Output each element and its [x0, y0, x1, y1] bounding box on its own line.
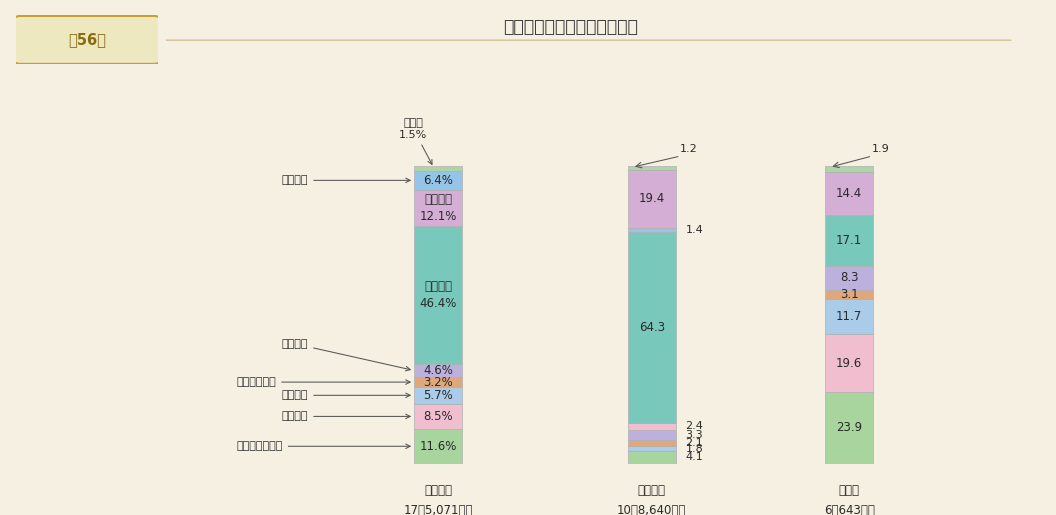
Text: 3.1: 3.1	[840, 288, 859, 301]
Text: 2.1: 2.1	[685, 438, 703, 448]
Text: 64.3: 64.3	[639, 321, 665, 334]
Text: 23.9: 23.9	[836, 421, 863, 435]
Bar	[826, 266, 873, 290]
Text: 4.6%: 4.6%	[423, 364, 453, 377]
Text: 衛生関係: 衛生関係	[282, 390, 410, 400]
Text: 1.9: 1.9	[871, 145, 889, 154]
Text: 11.7: 11.7	[836, 311, 863, 323]
Text: 職員給の部門別構成比の状況: 職員給の部門別構成比の状況	[503, 18, 638, 36]
Bar	[826, 215, 873, 266]
Text: 8.3: 8.3	[840, 271, 859, 284]
Bar	[414, 429, 461, 464]
Text: 19.4: 19.4	[639, 192, 665, 205]
Bar	[414, 377, 461, 387]
Text: 3.3: 3.3	[685, 430, 703, 440]
Text: 警察関係
12.1%: 警察関係 12.1%	[419, 193, 456, 223]
Bar	[414, 226, 461, 364]
Bar	[414, 171, 461, 190]
Bar	[414, 364, 461, 377]
Text: 教育関係
46.4%: 教育関係 46.4%	[419, 280, 456, 310]
Bar	[826, 172, 873, 215]
Text: 6.4%: 6.4%	[423, 174, 453, 187]
Bar	[826, 290, 873, 300]
Text: 19.6: 19.6	[836, 357, 863, 370]
Bar	[826, 300, 873, 334]
Bar	[414, 387, 461, 404]
Bar	[628, 170, 676, 228]
Bar	[414, 404, 461, 429]
Bar	[628, 451, 676, 464]
Text: 8.5%: 8.5%	[423, 410, 453, 423]
Text: 市町村
6兆643億円
（100.0%）: 市町村 6兆643億円 （100.0%）	[821, 484, 879, 515]
Text: その他
1.5%: その他 1.5%	[399, 118, 432, 164]
Text: 2.4: 2.4	[685, 421, 703, 432]
Bar	[628, 232, 676, 423]
Text: 1.2: 1.2	[680, 145, 698, 154]
Bar	[628, 423, 676, 430]
Bar	[414, 166, 461, 171]
Text: 都道府県
10兆8,640億円
（100.0%）: 都道府県 10兆8,640億円 （100.0%）	[617, 484, 686, 515]
Bar	[414, 190, 461, 226]
Text: 4.1: 4.1	[685, 452, 703, 462]
Bar	[826, 334, 873, 392]
Bar	[628, 228, 676, 232]
Text: 議会・総務関係: 議会・総務関係	[237, 441, 410, 451]
Bar	[826, 392, 873, 464]
Text: 3.2%: 3.2%	[423, 375, 453, 389]
Text: 1.8: 1.8	[685, 443, 703, 454]
Text: 14.4: 14.4	[836, 187, 863, 200]
Text: 5.7%: 5.7%	[423, 389, 453, 402]
Bar	[628, 166, 676, 170]
Text: 1.4: 1.4	[685, 225, 703, 235]
Text: 第56図: 第56図	[69, 32, 106, 47]
Text: 民生関係: 民生関係	[282, 411, 410, 421]
Bar	[628, 430, 676, 440]
Text: 農林水産関係: 農林水産関係	[237, 377, 410, 387]
Text: 消防関係: 消防関係	[282, 175, 410, 185]
Bar	[628, 440, 676, 446]
Text: 土木関係: 土木関係	[282, 339, 411, 371]
Text: 11.6%: 11.6%	[419, 440, 456, 453]
FancyBboxPatch shape	[15, 16, 159, 64]
Text: 純　　計
17兆5,071億円
（100.0%）: 純 計 17兆5,071億円 （100.0%）	[403, 484, 473, 515]
Bar	[826, 166, 873, 172]
Bar	[628, 446, 676, 451]
Text: 17.1: 17.1	[836, 234, 863, 247]
